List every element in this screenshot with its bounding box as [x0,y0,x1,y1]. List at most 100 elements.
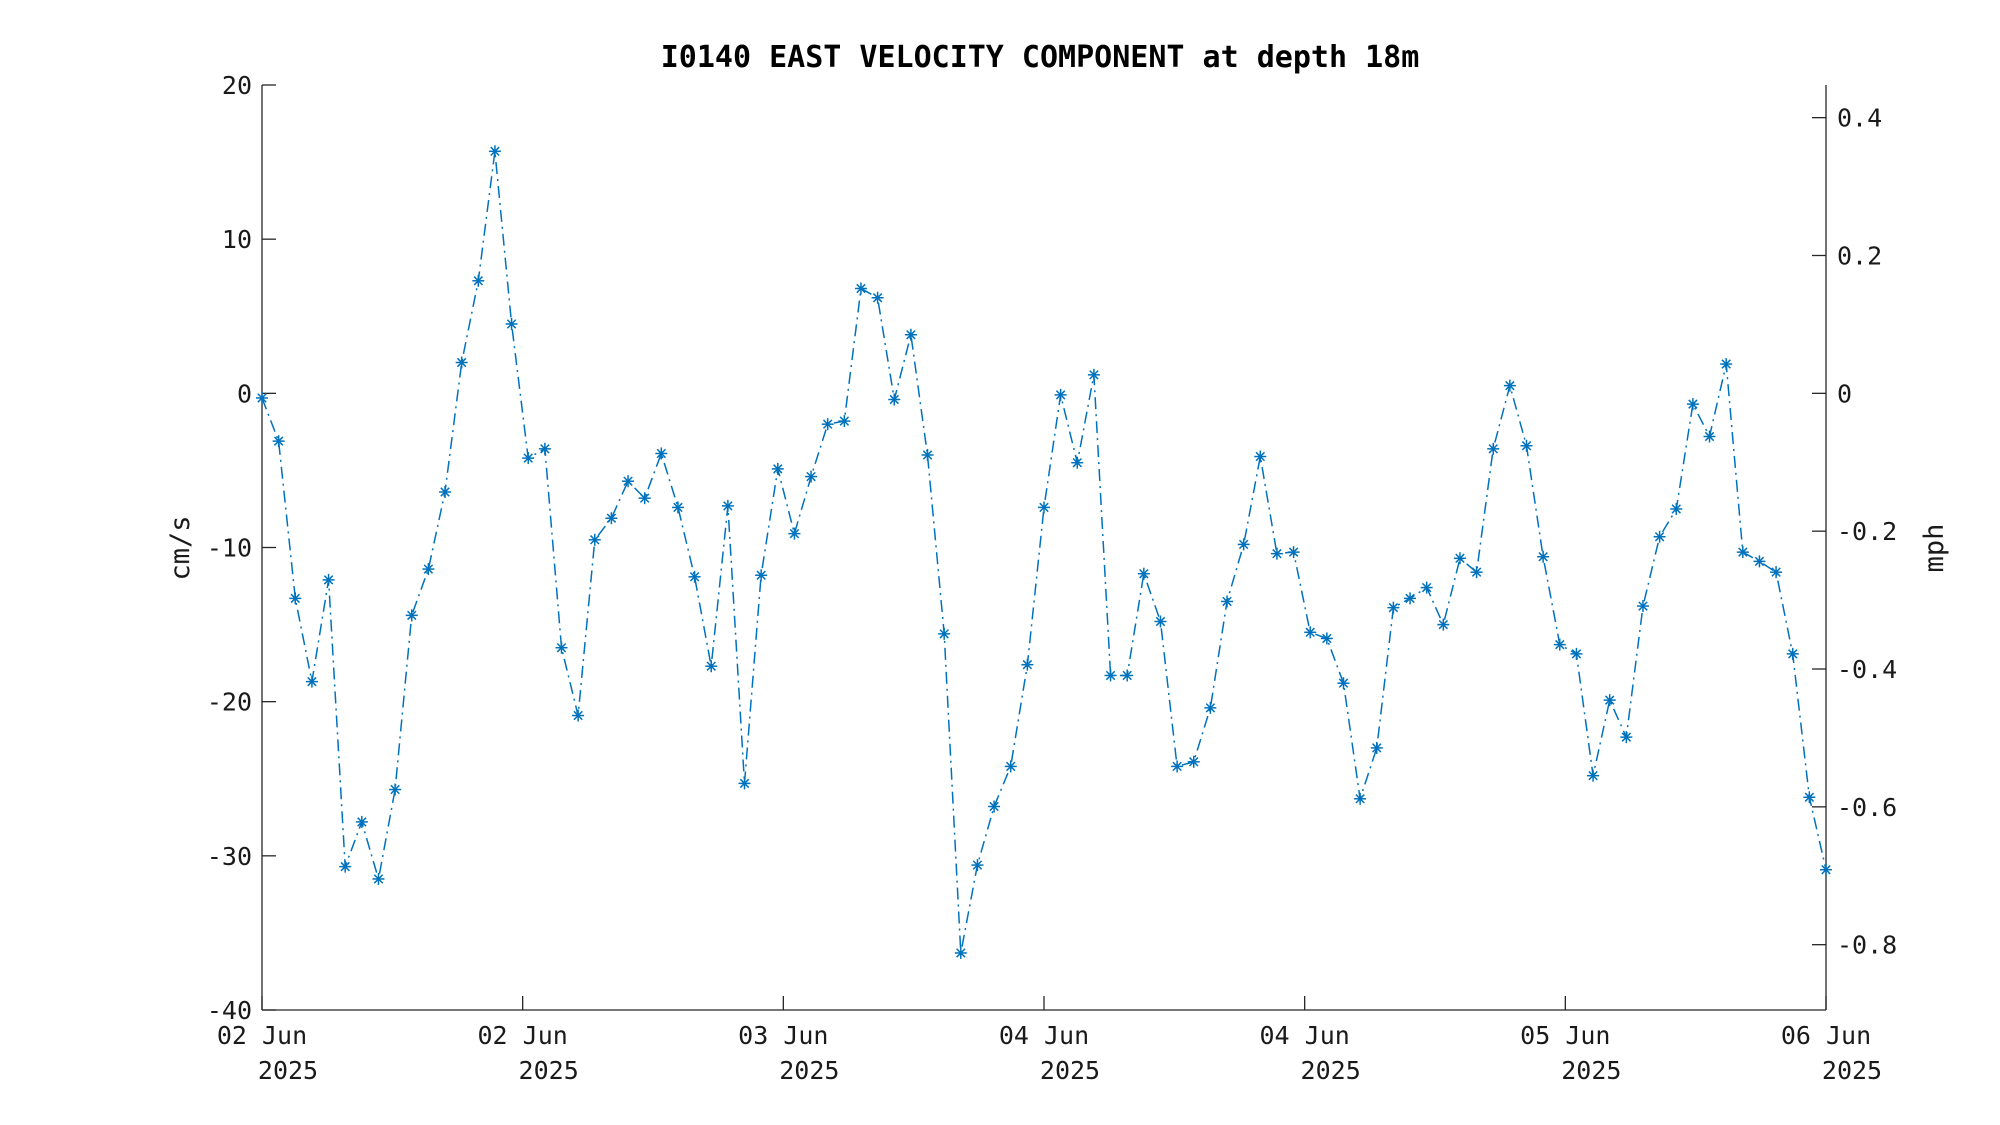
data-point [1054,388,1067,401]
data-point [871,291,884,304]
data-point [1154,615,1167,628]
data-point [821,418,834,431]
data-point [1537,550,1550,563]
y-tick-label-left: 20 [222,71,252,100]
data-point [1753,555,1766,568]
data-point [771,462,784,475]
data-point [1187,755,1200,768]
data-point [671,501,684,514]
data-point [971,859,984,872]
data-point [522,452,535,465]
data-point [1320,632,1333,645]
data-point [605,512,618,525]
data-point [1304,626,1317,639]
data-point [272,435,285,448]
y-tick-label-left: -10 [207,534,252,563]
data-point [1270,547,1283,560]
data-point [1736,546,1749,559]
data-point [1553,638,1566,651]
data-point [572,709,585,722]
data-point [488,145,501,158]
data-point [1503,379,1516,392]
data-point [1770,566,1783,579]
data-point [1720,358,1733,371]
data-point [355,815,368,828]
data-point [455,356,468,369]
x-tick-label-year: 2025 [779,1056,839,1085]
data-point [1087,368,1100,381]
x-tick-label-day: 02 Jun [217,1021,307,1050]
data-point [1520,439,1533,452]
data-point [1487,442,1500,455]
y-axis-label-right: mph [1919,524,1950,573]
data-point [1636,600,1649,613]
data-point [1354,792,1367,805]
data-point [1686,398,1699,411]
data-point [988,800,1001,813]
data-point [555,641,568,654]
x-tick-label-year: 2025 [1561,1056,1621,1085]
data-point [888,393,901,406]
data-point [688,570,701,583]
data-point [1820,863,1832,876]
y-tick-label-right: 0 [1837,379,1852,408]
y-tick-label-left: 10 [222,225,252,254]
x-axis: 02 Jun 2025 02 Jun 2025 03 Jun 2025 04 Jun 2025… [217,996,1882,1085]
series-line [261,151,1827,954]
data-point [1287,546,1300,559]
data-point [1104,669,1117,682]
data-point [505,317,518,330]
x-tick-label-year: 2025 [1301,1056,1361,1085]
x-tick-label-day: 03 Jun [738,1021,828,1050]
data-point [405,609,418,622]
axes [261,85,1827,1011]
data-point [439,486,452,498]
data-point [1786,647,1799,660]
data-point [1603,694,1616,707]
data-point [755,569,768,582]
data-point [1620,731,1633,744]
x-tick-label-day: 04 Jun [999,1021,1089,1050]
data-point [1370,741,1383,754]
data-point [738,777,751,790]
data-point [422,563,435,576]
data-point [1387,601,1400,614]
x-tick-label-day: 05 Jun [1520,1021,1610,1050]
y-axis-label-left: cm/s [165,515,196,580]
data-point [339,860,352,873]
y-tick-label-left: -20 [207,688,252,717]
y-axis-right: 0.4 0.2 0 -0.2 -0.4 -0.6 -0.8 [1812,104,1897,960]
y-tick-label-right: -0.8 [1837,931,1897,960]
x-tick-label-year: 2025 [1822,1056,1882,1085]
data-point [788,527,801,540]
y-tick-label-right: -0.4 [1837,655,1897,684]
data-point [1021,658,1034,671]
data-point [305,675,318,688]
y-tick-label-right: 0.4 [1837,104,1882,133]
data-point [805,470,818,483]
y-tick-label-right: -0.2 [1837,517,1897,546]
data-point [904,328,917,341]
data-point [622,475,635,488]
data-point [721,499,734,512]
x-tick-label-day: 04 Jun [1260,1021,1350,1050]
data-point [1470,566,1483,579]
data-point [1420,581,1433,594]
y-axis-left: 20 10 0 -10 -20 -30 -40 [207,71,276,1025]
data-point [1121,669,1134,682]
data-point [256,391,268,404]
data-point [1038,501,1050,514]
data-point [1137,567,1150,580]
y-tick-label-left: -30 [207,842,252,871]
y-tick-label-right: -0.6 [1837,793,1897,822]
chart-title: I0140 EAST VELOCITY COMPONENT at depth 1… [661,40,1420,75]
data-point [655,447,668,460]
y-tick-label-left: -40 [207,996,252,1025]
data-point [289,592,302,605]
data-point [322,573,335,586]
data-point [1803,791,1816,804]
y-tick-label-left: 0 [237,379,252,408]
data-point [1071,456,1084,469]
data-point [1653,530,1666,543]
x-tick-label-year: 2025 [258,1056,318,1085]
